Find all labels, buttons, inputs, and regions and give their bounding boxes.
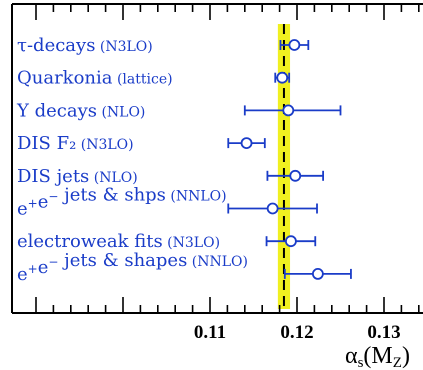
category-label: electroweak fits (N3LO) (17, 231, 220, 252)
category-label: e+e− jets & shapes (NNLO) (17, 250, 248, 285)
data-point (289, 169, 302, 182)
data-point (276, 71, 289, 84)
data-point (282, 104, 295, 117)
data-point (266, 202, 279, 215)
category-label: Quarkonia (lattice) (17, 68, 173, 89)
category-label: Υ decays (NLO) (16, 100, 145, 121)
x-tick-label: 0.12 (280, 322, 313, 343)
category-label: τ-decays (N3LO) (17, 35, 153, 56)
axes-layer: 0.11 0.12 0.13 (11, 3, 423, 343)
category-label: DIS F₂ (N3LO) (17, 133, 134, 154)
x-tick-label: 0.11 (194, 322, 226, 343)
category-label: DIS jets (NLO) (17, 166, 138, 187)
world-average-band-layer (277, 24, 291, 309)
category-label: e+e− jets & shps (NNLO) (17, 185, 227, 220)
x-tick-label: 0.13 (367, 322, 400, 343)
data-point (311, 267, 324, 280)
category-labels-layer: τ-decays (N3LO) Quarkonia (lattice) Υ deca… (16, 35, 248, 285)
x-axis-title: αs(MZ) (345, 343, 410, 370)
data-point (240, 137, 253, 150)
data-point (285, 235, 297, 248)
data-point (288, 39, 301, 51)
measurements-layer (227, 39, 352, 280)
